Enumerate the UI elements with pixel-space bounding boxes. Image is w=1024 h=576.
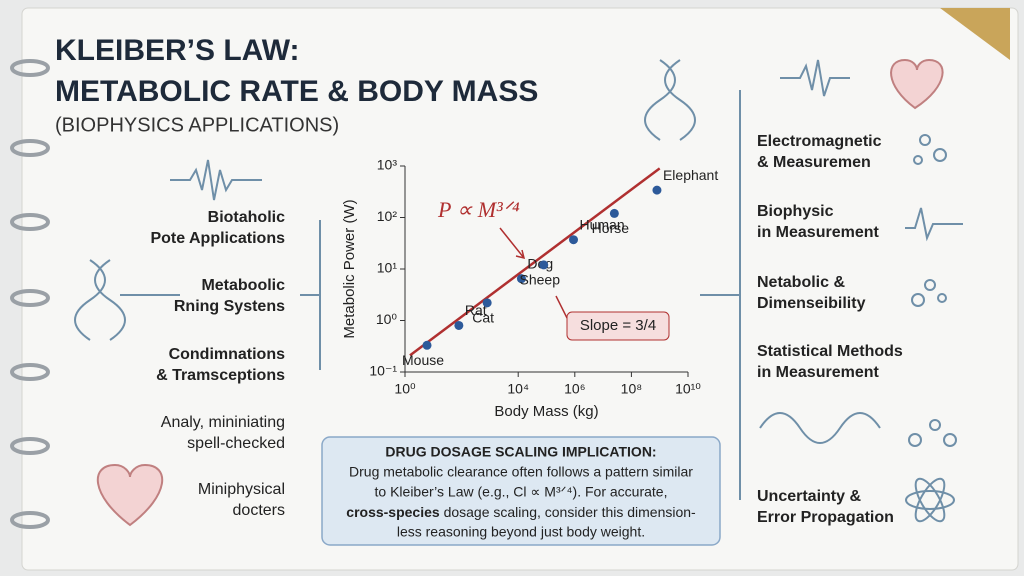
callout-bold: cross-species (346, 504, 440, 520)
y-axis-label: Metabolic Power (W) (341, 199, 358, 338)
x-tick-label: 10⁴ (507, 381, 529, 397)
annotation-pointer (555, 295, 568, 319)
spiral-rings (10, 59, 50, 529)
callout-text: to Kleiber’s Law (e.g., Cl ∝ M³ᐟ⁴). For … (375, 484, 668, 500)
point-label: Horse (592, 220, 630, 236)
data-point (516, 274, 526, 284)
point-label: Rat (465, 302, 487, 318)
heart-icon (890, 58, 944, 110)
left-item: docters (233, 502, 285, 519)
left-item: & Tramsceptions (156, 367, 285, 384)
icons (74, 59, 963, 523)
equation: P ∝ M³ᐟ⁴ (437, 197, 520, 222)
y-tick-label: 10¹ (377, 260, 398, 276)
x-tick-label: 10⁶ (564, 381, 585, 397)
x-tick-label: 10⁰ (394, 381, 416, 397)
right-item: Uncertainty & (757, 488, 861, 505)
left-item: Metaboolic (201, 277, 285, 294)
x-axis-label: Body Mass (kg) (494, 403, 598, 420)
left-item: Condimnations (169, 346, 286, 363)
data-point (652, 185, 662, 195)
corner-clip (940, 8, 1010, 60)
data-point (422, 340, 432, 350)
heart-icon (96, 463, 164, 527)
subtitle: (BIOPHYSICS APPLICATIONS) (55, 114, 339, 136)
right-item: Statistical Methods (757, 343, 903, 360)
left-item: Miniphysical (198, 481, 285, 498)
right-item: Netabolic & (757, 274, 845, 291)
callout-text: less reasoning beyond just body weight. (397, 524, 645, 540)
y-tick-label: 10² (377, 208, 398, 224)
data-point (609, 208, 619, 218)
data-point (482, 298, 492, 308)
x-tick-label: 10⁸ (621, 381, 643, 397)
data-point (539, 260, 549, 270)
point-label: Sheep (520, 272, 561, 288)
annotation-box (566, 311, 670, 341)
data-point (454, 320, 464, 330)
left-item: spell-checked (187, 435, 285, 452)
callout-box (321, 436, 721, 546)
callout-text: Drug metabolic clearance often follows a… (349, 464, 693, 480)
point-label: Cat (472, 310, 494, 326)
y-tick-label: 10⁻¹ (369, 363, 397, 379)
left-item: Rning Systens (174, 298, 285, 315)
left-item: Biotaholic (208, 209, 285, 226)
data-point (569, 235, 579, 245)
point-label: Human (580, 216, 625, 232)
right-item: in Measurement (757, 364, 879, 381)
x-tick-label: 10¹⁰ (675, 381, 701, 397)
left-item: Analy, mininiating (161, 414, 285, 431)
arrow (499, 227, 526, 260)
right-item: & Measuremen (757, 154, 871, 171)
left-item: Pote Applications (150, 230, 285, 247)
right-item: Error Propagation (757, 509, 894, 526)
right-item: Electromagnetic (757, 133, 882, 150)
right-item: in Measurement (757, 224, 879, 241)
title: KLEIBER’S LAW: (55, 34, 299, 67)
callout-title: DRUG DOSAGE SCALING IMPLICATION: (385, 444, 656, 460)
y-tick-label: 10³ (377, 157, 398, 173)
annotation: Slope = 3/4 (580, 317, 656, 334)
callout-text: dosage scaling, consider this dimension- (440, 504, 696, 520)
fit-line (409, 167, 661, 357)
point-label: Mouse (402, 352, 444, 368)
point-label: Elephant (663, 167, 718, 183)
title: METABOLIC RATE & BODY MASS (55, 75, 538, 108)
y-tick-label: 10⁰ (376, 311, 398, 327)
right-item: Biophysic (757, 203, 834, 220)
callout-text: cross-species dosage scaling, consider t… (346, 504, 696, 520)
right-item: Dimenseibility (757, 295, 866, 312)
paper (21, 7, 1019, 571)
